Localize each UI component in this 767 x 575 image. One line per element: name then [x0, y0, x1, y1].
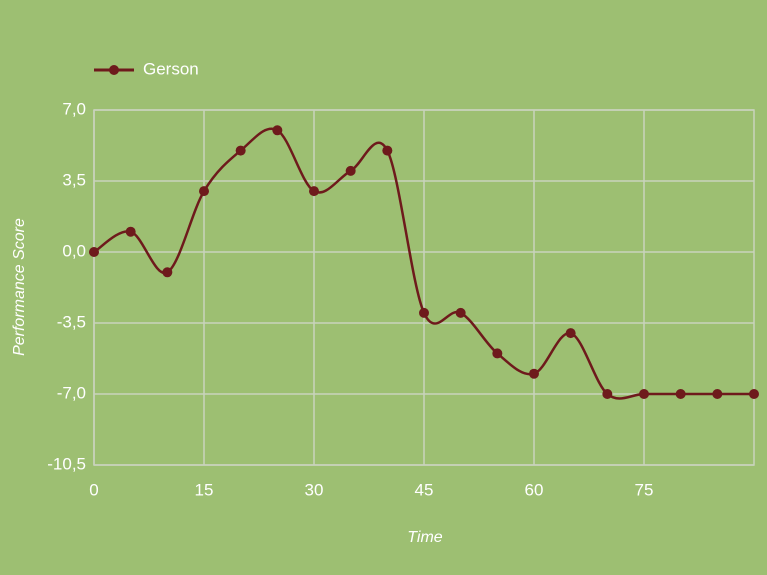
- legend-label: Gerson: [143, 59, 199, 78]
- data-point: [419, 307, 429, 318]
- y-tick-label: -3,5: [57, 312, 86, 331]
- x-tick-label: 15: [195, 480, 214, 499]
- data-point: [492, 348, 503, 359]
- data-point: [565, 328, 576, 339]
- data-point: [749, 389, 759, 399]
- data-point: [199, 186, 209, 197]
- data-point: [602, 389, 613, 399]
- x-tick-label: 75: [635, 480, 654, 499]
- data-point: [162, 267, 173, 278]
- data-point: [712, 389, 723, 399]
- y-tick-label: 7,0: [62, 99, 86, 118]
- y-tick-label: 0,0: [62, 241, 86, 260]
- data-point: [455, 307, 466, 318]
- y-tick-label: -7,0: [57, 383, 86, 402]
- y-tick-label: 3,5: [62, 170, 86, 189]
- legend-marker: [109, 65, 119, 75]
- x-tick-label: 0: [89, 480, 98, 499]
- data-point: [235, 145, 246, 156]
- x-tick-label: 45: [415, 480, 434, 499]
- data-point: [89, 247, 99, 257]
- data-point: [309, 186, 319, 197]
- data-point: [345, 165, 356, 176]
- y-axis-title: Performance Score: [11, 218, 28, 356]
- x-axis-title: Time: [407, 529, 443, 546]
- x-tick-label: 30: [305, 480, 324, 499]
- x-tick-label: 60: [525, 480, 544, 499]
- data-point: [272, 125, 283, 136]
- data-point: [639, 389, 649, 399]
- data-point: [382, 145, 393, 156]
- data-point: [125, 226, 136, 237]
- data-point: [529, 368, 539, 379]
- data-point: [675, 389, 686, 399]
- y-tick-label: -10,5: [47, 454, 86, 473]
